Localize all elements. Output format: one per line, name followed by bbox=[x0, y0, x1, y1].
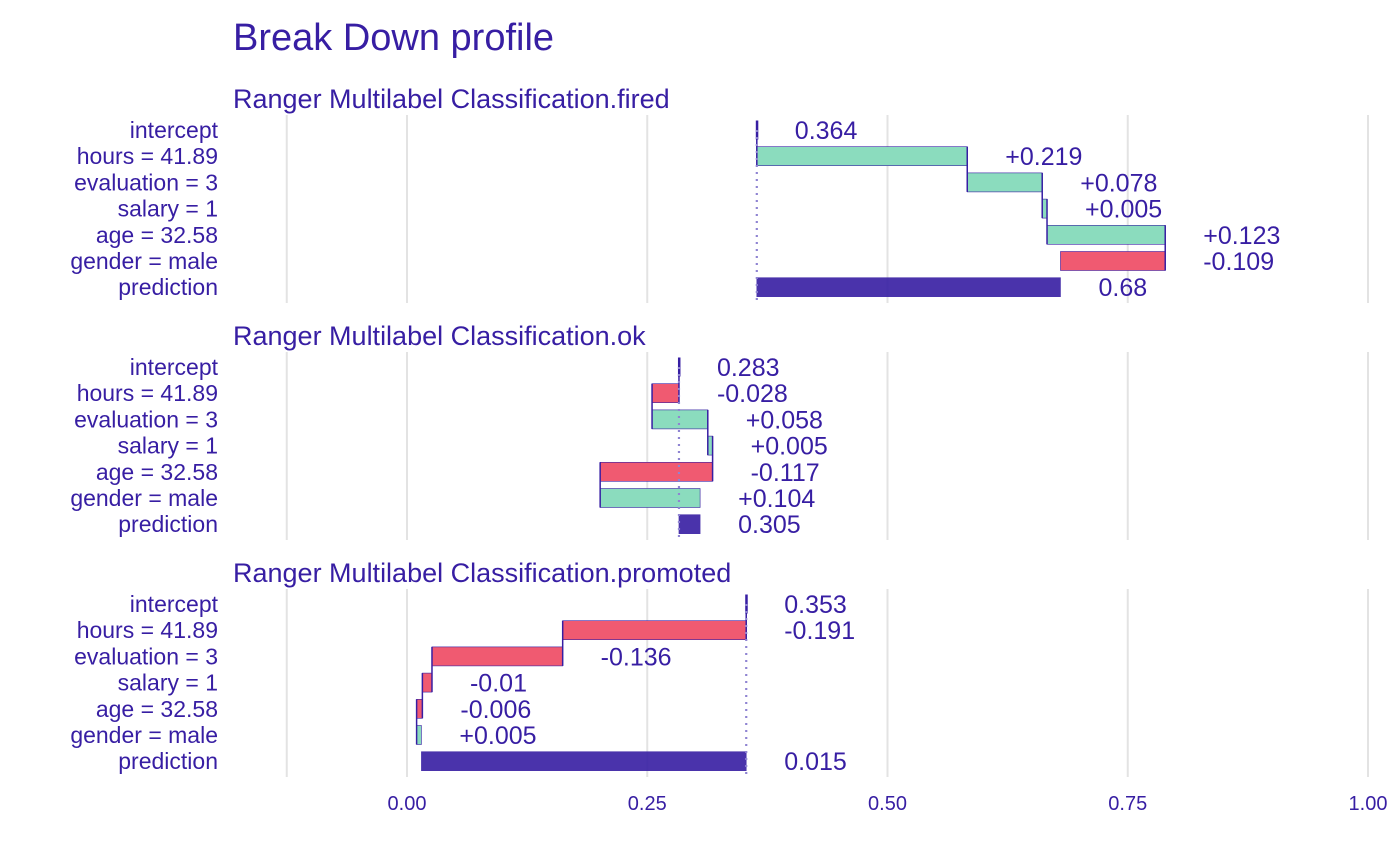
panel-subtitle: Ranger Multilabel Classification.fired bbox=[233, 84, 670, 114]
value-label: -0.109 bbox=[1203, 248, 1274, 276]
positive-bar bbox=[599, 488, 701, 508]
variable-label: evaluation = 3 bbox=[74, 406, 218, 432]
value-label: -0.191 bbox=[784, 617, 855, 645]
x-tick-label: 0.25 bbox=[628, 793, 667, 815]
value-label: 0.015 bbox=[784, 748, 847, 776]
variable-label: gender = male bbox=[70, 248, 218, 274]
prediction-bar bbox=[756, 277, 1061, 298]
variable-label: salary = 1 bbox=[118, 433, 218, 459]
value-label: 0.68 bbox=[1098, 274, 1147, 302]
value-label: +0.058 bbox=[746, 406, 823, 434]
value-label: 0.283 bbox=[717, 354, 780, 382]
value-label: 0.364 bbox=[795, 117, 858, 145]
negative-bar bbox=[422, 672, 433, 693]
value-label: +0.078 bbox=[1080, 169, 1157, 197]
x-tick-label: 1.00 bbox=[1349, 793, 1388, 815]
variable-label: intercept bbox=[130, 591, 219, 617]
variable-label: prediction bbox=[118, 511, 218, 537]
positive-bar bbox=[651, 409, 709, 430]
panel-subtitle: Ranger Multilabel Classification.ok bbox=[233, 321, 646, 351]
panel-subtitle: Ranger Multilabel Classification.promote… bbox=[233, 558, 731, 588]
x-tick-label: 0.75 bbox=[1108, 793, 1147, 815]
variable-label: hours = 41.89 bbox=[77, 617, 218, 643]
negative-bar bbox=[431, 646, 563, 667]
negative-bar bbox=[599, 461, 713, 482]
negative-bar bbox=[1060, 251, 1166, 271]
variable-label: hours = 41.89 bbox=[77, 380, 218, 406]
panel: Ranger Multilabel Classification.promote… bbox=[70, 558, 1369, 777]
negative-bar bbox=[416, 698, 423, 719]
panel: Ranger Multilabel Classification.ok inter… bbox=[70, 321, 1369, 540]
variable-label: hours = 41.89 bbox=[77, 143, 218, 169]
x-axis: 0.00 0.25 0.50 0.75 1.00 bbox=[388, 793, 1388, 815]
negative-bar bbox=[562, 620, 747, 641]
variable-label: age = 32.58 bbox=[96, 459, 218, 485]
x-tick-label: 0.00 bbox=[388, 793, 427, 815]
value-label: -0.01 bbox=[470, 670, 527, 698]
variable-label: salary = 1 bbox=[118, 670, 218, 696]
value-label: +0.104 bbox=[738, 485, 815, 513]
variable-label: evaluation = 3 bbox=[74, 169, 218, 195]
variable-label: gender = male bbox=[70, 722, 218, 748]
value-label: -0.136 bbox=[601, 643, 672, 671]
variable-label: age = 32.58 bbox=[96, 696, 218, 722]
value-label: -0.006 bbox=[460, 696, 531, 724]
variable-label: intercept bbox=[130, 354, 219, 380]
variable-label: gender = male bbox=[70, 485, 218, 511]
value-label: +0.005 bbox=[751, 433, 828, 461]
value-label: +0.219 bbox=[1005, 143, 1082, 171]
negative-bar bbox=[651, 383, 680, 404]
variable-label: prediction bbox=[118, 748, 218, 774]
value-label: +0.005 bbox=[459, 722, 536, 750]
positive-bar bbox=[756, 146, 968, 166]
value-label: +0.005 bbox=[1085, 196, 1162, 224]
x-tick-label: 0.50 bbox=[868, 793, 907, 815]
variable-label: prediction bbox=[118, 274, 218, 300]
value-label: -0.028 bbox=[717, 380, 788, 408]
variable-label: intercept bbox=[130, 117, 219, 143]
value-label: 0.305 bbox=[738, 511, 801, 539]
variable-label: salary = 1 bbox=[118, 196, 218, 222]
panel: Ranger Multilabel Classification.fired in… bbox=[70, 84, 1369, 303]
chart-title: Break Down profile bbox=[233, 17, 554, 59]
positive-bar bbox=[966, 172, 1043, 193]
value-label: 0.353 bbox=[784, 591, 847, 619]
prediction-bar bbox=[678, 514, 701, 535]
value-label: +0.123 bbox=[1203, 222, 1280, 250]
variable-label: age = 32.58 bbox=[96, 222, 218, 248]
prediction-bar bbox=[421, 751, 747, 772]
value-label: -0.117 bbox=[751, 459, 820, 487]
positive-bar bbox=[1046, 225, 1166, 245]
variable-label: evaluation = 3 bbox=[74, 643, 218, 669]
